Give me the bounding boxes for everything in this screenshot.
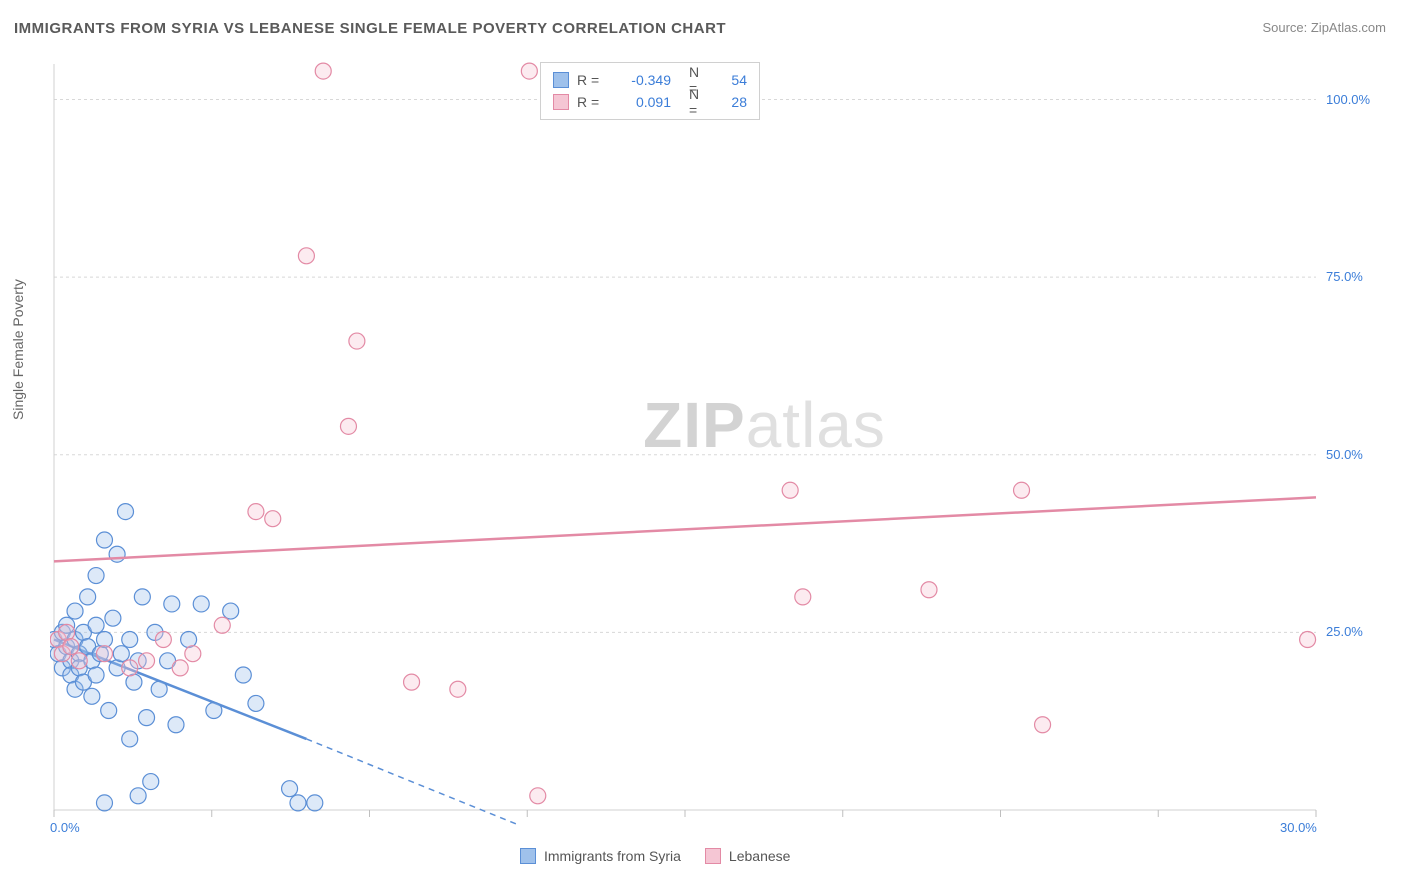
- source-link[interactable]: ZipAtlas.com: [1311, 20, 1386, 35]
- legend-item: Immigrants from Syria: [520, 848, 681, 864]
- x-tick-label: 30.0%: [1280, 820, 1317, 835]
- legend-label: Lebanese: [729, 848, 791, 864]
- y-tick-label: 50.0%: [1326, 447, 1363, 462]
- n-label: N =: [679, 86, 709, 118]
- legend-correlation-row: R =0.091N =28: [553, 91, 747, 113]
- n-value: 28: [717, 94, 747, 110]
- legend-correlation-row: R =-0.349N =54: [553, 69, 747, 91]
- y-axis-label: Single Female Poverty: [10, 279, 26, 420]
- legend-item: Lebanese: [705, 848, 791, 864]
- chart-title: IMMIGRANTS FROM SYRIA VS LEBANESE SINGLE…: [14, 20, 726, 37]
- legend-swatch: [705, 848, 721, 864]
- legend-label: Immigrants from Syria: [544, 848, 681, 864]
- plot-area: ZIPatlas 25.0%50.0%75.0%100.0%0.0%30.0%: [50, 60, 1386, 840]
- y-tick-label: 75.0%: [1326, 269, 1363, 284]
- r-value: 0.091: [615, 94, 671, 110]
- correlation-chart: IMMIGRANTS FROM SYRIA VS LEBANESE SINGLE…: [0, 0, 1406, 892]
- r-label: R =: [577, 72, 607, 88]
- plot-svg: [50, 60, 1386, 840]
- source-attribution: Source: ZipAtlas.com: [1262, 20, 1386, 35]
- r-value: -0.349: [615, 72, 671, 88]
- y-tick-label: 100.0%: [1326, 92, 1370, 107]
- x-tick-label: 0.0%: [50, 820, 80, 835]
- legend-swatch: [520, 848, 536, 864]
- correlation-legend: R =-0.349N =54R =0.091N =28: [540, 62, 760, 120]
- y-tick-label: 25.0%: [1326, 624, 1363, 639]
- source-prefix: Source:: [1262, 20, 1310, 35]
- legend-swatch: [553, 72, 569, 88]
- series-legend: Immigrants from Syria Lebanese: [520, 848, 790, 864]
- legend-swatch: [553, 94, 569, 110]
- n-value: 54: [717, 72, 747, 88]
- r-label: R =: [577, 94, 607, 110]
